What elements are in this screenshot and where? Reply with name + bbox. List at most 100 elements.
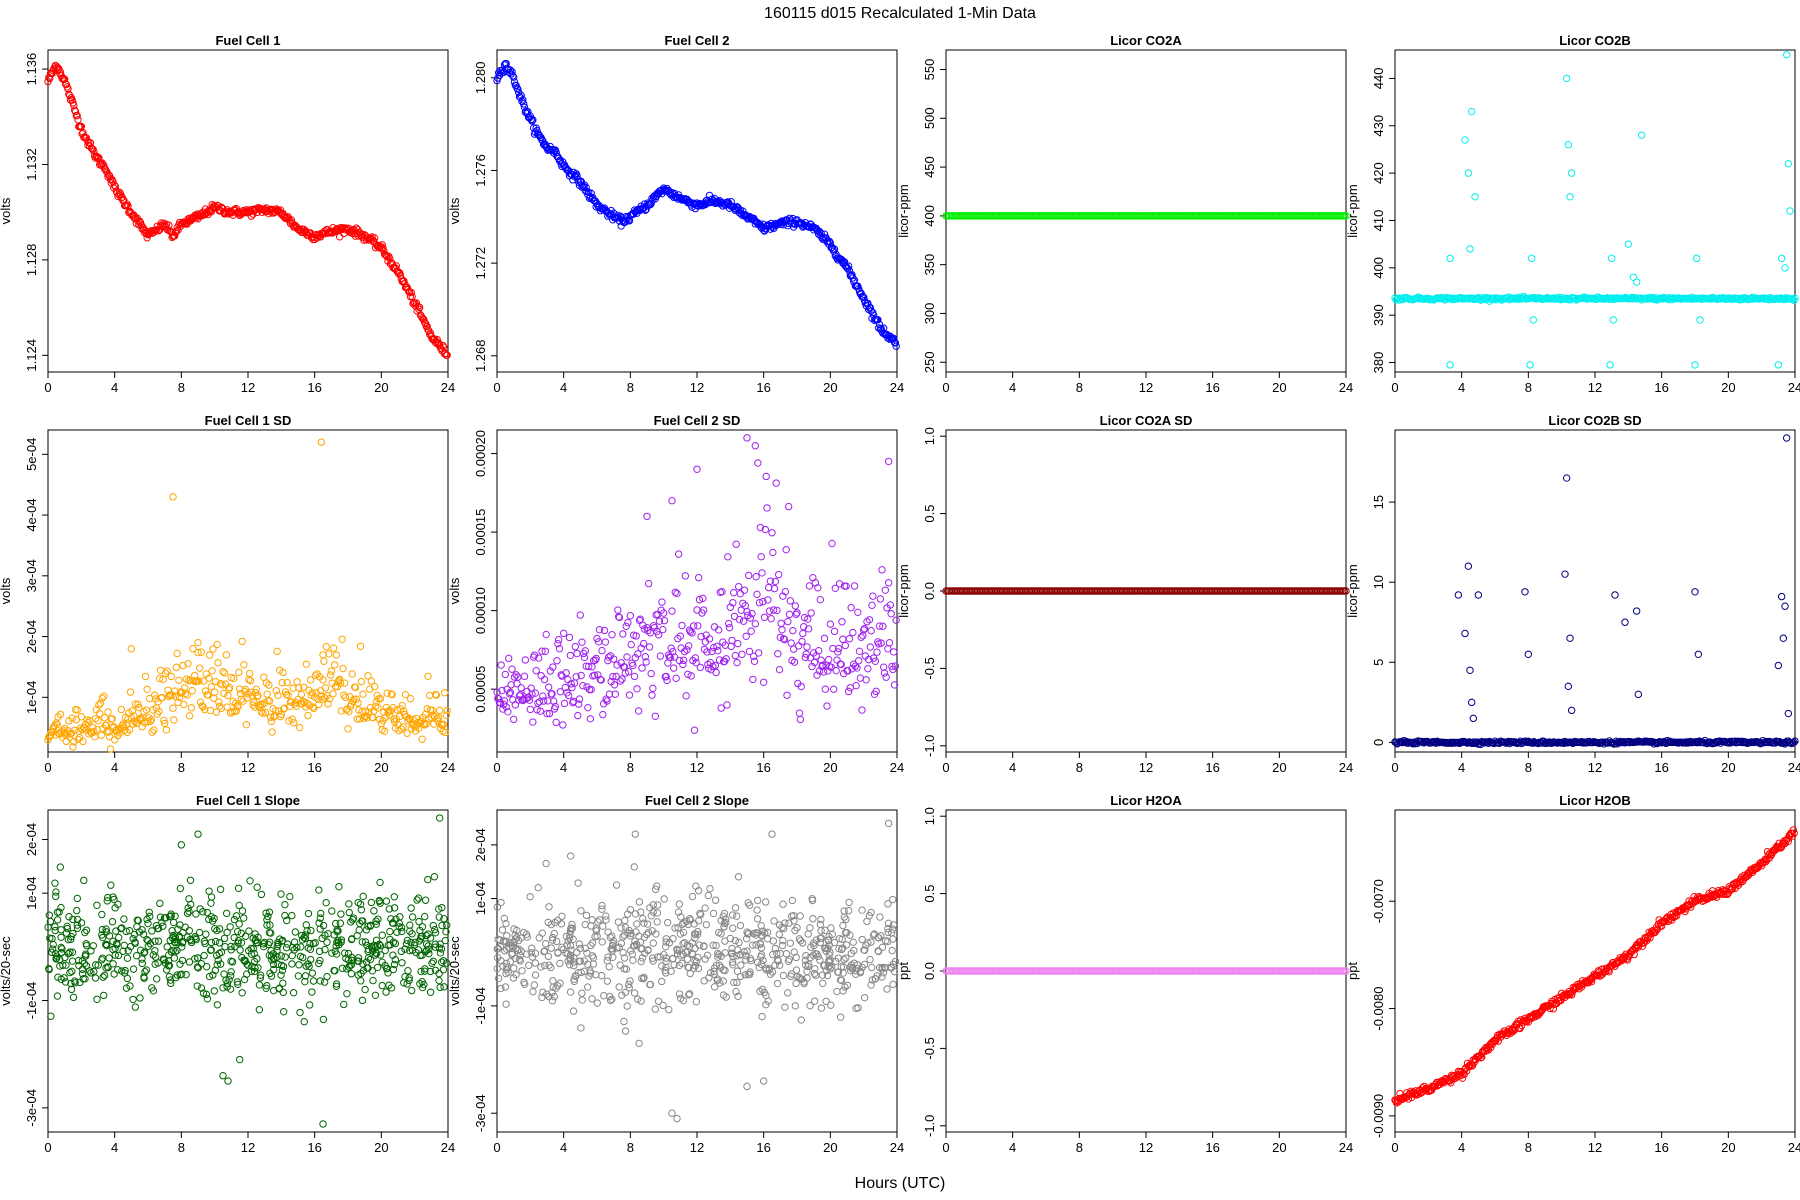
data-point: [68, 957, 77, 965]
data-point: [552, 718, 560, 727]
x-tick-label: 20: [374, 760, 388, 775]
data-point: [150, 726, 158, 734]
data-point: [723, 701, 731, 709]
data-point: [110, 736, 119, 744]
data-point: [519, 100, 528, 108]
data-point: [821, 685, 830, 693]
data-point: [1566, 634, 1574, 642]
data-point: [97, 731, 106, 739]
data-point: [762, 898, 770, 906]
data-point: [371, 991, 380, 1000]
data-point: [552, 937, 561, 946]
y-tick-label: 1.136: [24, 53, 39, 86]
data-point: [616, 677, 625, 685]
data-point: [336, 679, 345, 688]
data-point: [651, 712, 660, 720]
x-tick-label: 0: [942, 760, 949, 775]
data-point: [381, 251, 390, 259]
data-point: [185, 926, 194, 935]
data-point: [311, 671, 320, 680]
data-point: [279, 979, 287, 987]
data-point: [95, 709, 104, 718]
data-point: [105, 172, 114, 180]
data-point: [423, 322, 431, 330]
data-point: [268, 728, 276, 736]
data-point: [875, 320, 884, 329]
data-point: [663, 918, 672, 927]
data-point: [367, 898, 376, 907]
data-point: [197, 648, 206, 656]
data-point: [1491, 294, 1499, 302]
x-tick-label: 4: [560, 380, 567, 395]
data-point: [216, 679, 225, 688]
data-point: [263, 690, 271, 698]
data-point: [721, 949, 729, 957]
data-point: [168, 691, 176, 699]
data-point: [629, 956, 637, 964]
data-point: [736, 589, 745, 598]
data-point: [107, 881, 115, 889]
data-point: [634, 707, 643, 715]
y-tick-label: 3e-04: [24, 559, 39, 592]
data-point: [123, 954, 132, 962]
x-tick-label: 4: [1009, 760, 1016, 775]
y-tick-label: 1.0: [922, 807, 937, 825]
data-point: [658, 977, 666, 986]
data-point: [240, 975, 249, 984]
data-point: [576, 611, 585, 619]
data-point: [227, 968, 235, 976]
data-point: [862, 676, 870, 684]
data-point: [73, 906, 81, 915]
data-point: [189, 645, 197, 653]
data-point: [688, 892, 697, 901]
data-point: [796, 715, 805, 724]
data-point: [200, 210, 209, 219]
data-point: [71, 107, 80, 116]
data-point: [98, 910, 106, 919]
data-point: [578, 638, 586, 646]
data-point: [733, 658, 741, 667]
data-point: [1777, 592, 1786, 601]
data-point: [684, 642, 693, 650]
data-point: [62, 737, 71, 746]
data-point: [1441, 296, 1449, 304]
data-point: [668, 1109, 676, 1117]
data-point: [644, 579, 653, 588]
data-point: [69, 993, 78, 1002]
data-point: [435, 814, 444, 822]
y-axis-label: volts/20-sec: [0, 936, 13, 1006]
data-point: [163, 667, 171, 675]
data-point: [140, 225, 148, 234]
data-point: [159, 675, 167, 684]
data-point: [220, 689, 228, 698]
panel-title: Licor CO2A SD: [1100, 413, 1193, 428]
data-point: [747, 627, 755, 635]
data-points: [942, 587, 1350, 595]
y-tick-label: 1.280: [473, 62, 488, 95]
data-point: [860, 993, 869, 1002]
data-point: [175, 676, 183, 684]
data-point: [242, 720, 251, 729]
data-point: [99, 991, 108, 1000]
data-point: [640, 919, 648, 927]
data-point: [832, 666, 840, 675]
data-point: [556, 959, 564, 968]
data-point: [404, 967, 412, 975]
data-point: [599, 710, 607, 719]
data-point: [356, 642, 365, 650]
data-point: [249, 210, 257, 218]
data-point: [60, 728, 68, 737]
data-point: [244, 690, 252, 698]
data-point: [785, 919, 793, 927]
data-point: [626, 612, 635, 620]
x-tick-label: 12: [1588, 760, 1602, 775]
data-point: [804, 930, 812, 938]
x-tick-label: 20: [1721, 380, 1735, 395]
data-point: [171, 948, 179, 956]
x-tick-label: 12: [1588, 380, 1602, 395]
data-point: [630, 672, 639, 681]
data-point: [1524, 650, 1533, 658]
